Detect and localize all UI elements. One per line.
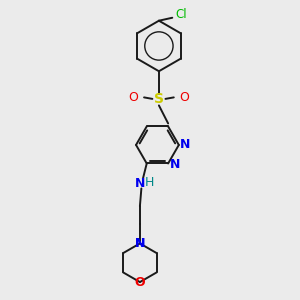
Text: H: H [145, 176, 154, 189]
Text: N: N [180, 138, 190, 152]
Text: N: N [135, 177, 145, 190]
Text: O: O [135, 276, 145, 289]
Text: O: O [129, 91, 139, 104]
Text: Cl: Cl [175, 8, 187, 21]
Text: N: N [135, 237, 145, 250]
Text: S: S [154, 92, 164, 106]
Text: N: N [169, 158, 180, 172]
Text: O: O [179, 91, 189, 104]
Text: N: N [135, 237, 145, 250]
